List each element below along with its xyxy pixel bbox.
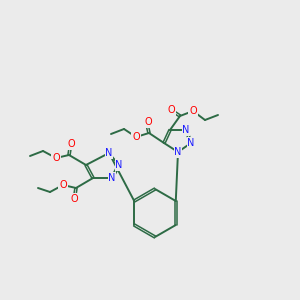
Text: O: O: [67, 139, 75, 149]
Text: O: O: [132, 132, 140, 142]
Text: N: N: [108, 173, 116, 183]
Text: O: O: [167, 105, 175, 115]
Text: N: N: [174, 147, 182, 157]
Text: N: N: [182, 125, 190, 135]
Text: O: O: [189, 106, 197, 116]
Text: N: N: [187, 138, 195, 148]
Text: O: O: [59, 180, 67, 190]
Text: O: O: [52, 153, 60, 163]
Text: O: O: [144, 117, 152, 127]
Text: O: O: [70, 194, 78, 204]
Text: N: N: [115, 160, 123, 170]
Text: N: N: [105, 148, 113, 158]
